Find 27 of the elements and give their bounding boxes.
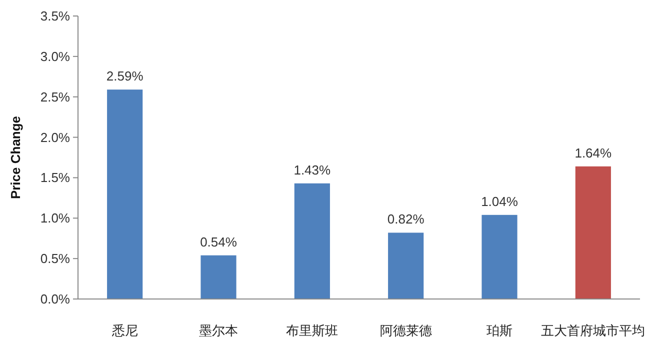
data-label: 1.04% [481, 194, 518, 209]
data-label: 2.59% [106, 68, 144, 84]
y-axis-title: Price Change [8, 116, 23, 200]
y-tick-label: 2.0% [40, 130, 70, 145]
data-label: 0.54% [200, 234, 238, 250]
x-tick-label: 悉尼 [110, 323, 138, 338]
y-tick-label: 0.0% [40, 292, 70, 306]
y-tick-label: 2.5% [40, 89, 70, 104]
data-label: 0.82% [387, 212, 425, 227]
y-tick-label: 1.5% [40, 170, 70, 186]
bar [482, 214, 518, 299]
x-tick-label: 布里斯班 [286, 323, 338, 338]
bar [200, 255, 236, 299]
x-tick-label: 五大首府城市平均 [541, 323, 646, 338]
data-label: 1.64% [574, 145, 612, 160]
x-tick-label: 珀斯 [486, 323, 512, 338]
y-tick-label: 3.0% [40, 48, 70, 64]
bar [388, 232, 424, 299]
y-tick-label: 3.5% [40, 8, 70, 24]
y-tick-label: 0.5% [40, 251, 70, 266]
y-tick-label: 1.0% [40, 210, 70, 226]
x-tick-label: 阿德莱德 [380, 323, 432, 338]
bar [294, 183, 330, 299]
data-label: 1.43% [294, 162, 332, 178]
x-tick-label: 墨尔本 [199, 323, 238, 338]
bar [107, 90, 143, 299]
bar [575, 166, 611, 299]
